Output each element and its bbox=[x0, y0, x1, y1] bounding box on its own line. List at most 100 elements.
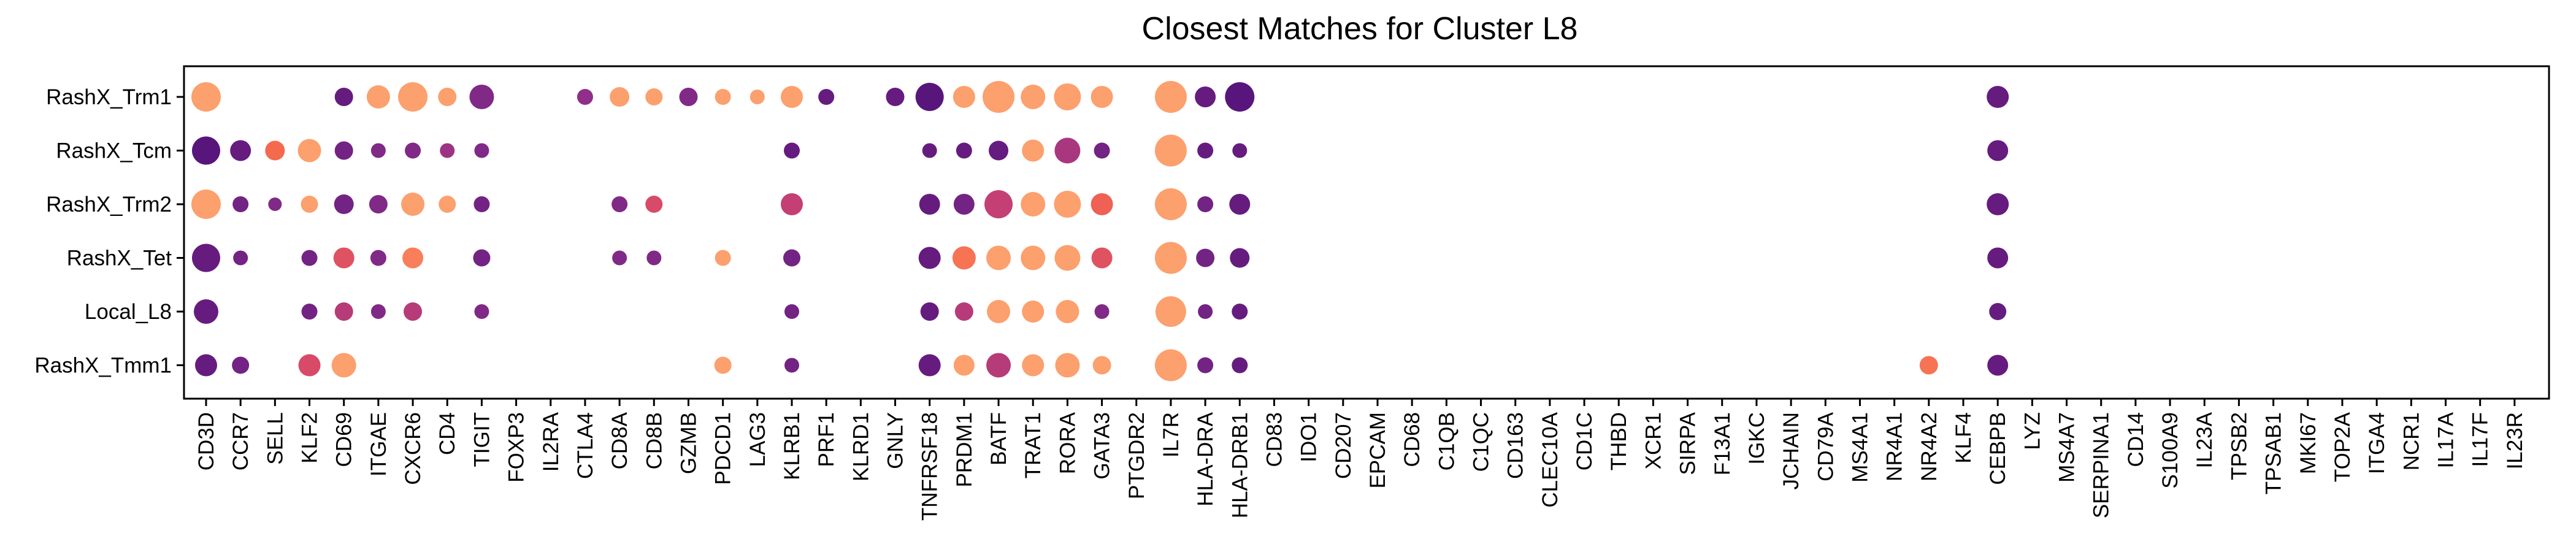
x-tick-label: PTGDR2 bbox=[1125, 412, 1149, 499]
x-tick-label: SELL bbox=[263, 412, 287, 465]
dot-RashX_Trm2-PRDM1 bbox=[953, 194, 975, 215]
x-tick-label: CEBPB bbox=[1986, 412, 2010, 485]
chart-title: Closest Matches for Cluster L8 bbox=[1142, 11, 1578, 47]
dot-RashX_Tet-CEBPB bbox=[1987, 247, 2009, 269]
dot-RashX_Tet-IL7R bbox=[1154, 242, 1187, 274]
dot-RashX_Tmm1-CEBPB bbox=[1987, 355, 2009, 376]
dot-RashX_Tet-HLA-DRB1 bbox=[1230, 248, 1250, 268]
dot-RashX_Tmm1-BATF bbox=[986, 353, 1011, 378]
x-tick-label: CD83 bbox=[1262, 412, 1286, 467]
dot-RashX_Trm1-IL7R bbox=[1154, 81, 1187, 113]
dot-RashX_Trm2-CXCR6 bbox=[401, 193, 425, 216]
dot-RashX_Tmm1-CCR7 bbox=[232, 356, 250, 374]
x-tick-label: HLA-DRA bbox=[1194, 412, 1217, 506]
x-tick-label: CD14 bbox=[2124, 412, 2148, 467]
dot-RashX_Trm1-CTLA4 bbox=[577, 89, 593, 105]
dot-Local_L8-KLF2 bbox=[301, 304, 318, 320]
plot-frame bbox=[183, 65, 2550, 400]
dot-RashX_Trm2-IL7R bbox=[1154, 188, 1187, 220]
dot-RashX_Tmm1-HLA-DRB1 bbox=[1232, 357, 1248, 374]
dot-RashX_Trm2-CD69 bbox=[334, 194, 354, 214]
dot-RashX_Tet-CCR7 bbox=[233, 250, 248, 266]
x-tick-label: TPSB2 bbox=[2227, 412, 2251, 480]
dot-Local_L8-IL7R bbox=[1155, 296, 1186, 327]
dot-RashX_Tcm-HLA-DRA bbox=[1197, 142, 1214, 159]
dot-RashX_Tcm-CD4 bbox=[440, 143, 455, 158]
dot-RashX_Tmm1-IL7R bbox=[1154, 349, 1187, 381]
dot-RashX_Tet-RORA bbox=[1054, 245, 1081, 271]
dot-RashX_Trm2-CCR7 bbox=[232, 196, 249, 212]
x-tick-label: RORA bbox=[1056, 412, 1079, 474]
dot-RashX_Trm1-HLA-DRA bbox=[1195, 86, 1216, 107]
x-tick-label: NR4A1 bbox=[1883, 412, 1907, 481]
x-tick-label: KLF2 bbox=[298, 412, 322, 464]
dot-RashX_Tet-CD69 bbox=[333, 247, 355, 269]
dot-RashX_Tmm1-KLRB1 bbox=[784, 358, 799, 373]
x-tick-label: TRAT1 bbox=[1021, 412, 1045, 478]
dot-RashX_Tet-HLA-DRA bbox=[1196, 248, 1215, 267]
x-tick-label: C1QB bbox=[1435, 412, 1459, 470]
x-tick-label: JCHAIN bbox=[1779, 412, 1803, 489]
dot-RashX_Trm1-CXCR6 bbox=[398, 82, 428, 112]
x-tick-label: CD1C bbox=[1573, 412, 1597, 470]
dot-RashX_Tmm1-KLF2 bbox=[298, 354, 321, 377]
dots-layer bbox=[191, 81, 2009, 381]
dot-RashX_Tcm-PRDM1 bbox=[956, 142, 972, 159]
dot-RashX_Tmm1-CD69 bbox=[331, 353, 356, 378]
dot-RashX_Tcm-BATF bbox=[989, 140, 1009, 161]
x-tick-label: IDO1 bbox=[1297, 412, 1321, 462]
x-tick-label: CXCR6 bbox=[401, 412, 425, 485]
dot-Local_L8-ITGAE bbox=[370, 304, 386, 319]
x-tick-label: NR4A2 bbox=[1917, 412, 1941, 481]
dot-Local_L8-TNFRSF18 bbox=[920, 302, 939, 321]
dot-RashX_Trm2-CD8B bbox=[645, 196, 663, 213]
dot-RashX_Trm1-TNFRSF18 bbox=[915, 83, 944, 111]
x-tick-label: IL17A bbox=[2434, 412, 2458, 468]
dot-RashX_Trm1-HLA-DRB1 bbox=[1225, 82, 1255, 112]
dot-RashX_Tet-KLRB1 bbox=[783, 249, 800, 267]
x-tick-label: KLF4 bbox=[1952, 412, 1976, 464]
dot-RashX_Tmm1-PRDM1 bbox=[953, 355, 975, 376]
dot-RashX_Trm1-PDCD1 bbox=[715, 89, 731, 105]
dot-Local_L8-BATF bbox=[987, 300, 1011, 323]
y-tick-label: RashX_Trm2 bbox=[46, 193, 172, 217]
y-tick-label: Local_L8 bbox=[85, 300, 172, 324]
x-tick-label: MS4A1 bbox=[1848, 412, 1872, 483]
x-tick-label: TPSAB1 bbox=[2262, 412, 2286, 494]
x-tick-label: IL2RA bbox=[539, 412, 563, 472]
x-tick-label: F13A1 bbox=[1711, 412, 1735, 475]
dot-Local_L8-RORA bbox=[1056, 300, 1079, 323]
dot-RashX_Tet-BATF bbox=[986, 245, 1011, 270]
dot-RashX_Tet-KLF2 bbox=[301, 250, 318, 266]
x-tick-label: HLA-DRB1 bbox=[1228, 412, 1252, 518]
dot-Local_L8-CD69 bbox=[334, 302, 353, 321]
dot-RashX_Trm2-CD4 bbox=[439, 196, 456, 213]
y-tick-label: RashX_Tet bbox=[67, 247, 172, 270]
dot-RashX_Trm1-CD3D bbox=[191, 82, 221, 112]
dot-RashX_Tet-CD8B bbox=[646, 250, 662, 266]
x-tick-label: PRDM1 bbox=[953, 412, 976, 488]
dot-RashX_Trm2-CD3D bbox=[191, 190, 221, 219]
x-tick-label: CD68 bbox=[1400, 412, 1424, 467]
dot-RashX_Tcm-TIGIT bbox=[474, 143, 489, 158]
x-tick-label: LAG3 bbox=[746, 412, 770, 467]
dot-RashX_Tet-PDCD1 bbox=[715, 250, 731, 266]
x-tick-label: LYZ bbox=[2020, 412, 2044, 450]
dot-RashX_Tcm-KLF2 bbox=[297, 139, 321, 163]
x-tick-label: PDCD1 bbox=[711, 412, 735, 485]
x-tick-label: MS4A7 bbox=[2055, 412, 2079, 483]
x-tick-label: CD8B bbox=[642, 412, 666, 469]
dot-RashX_Tmm1-NR4A2 bbox=[1919, 356, 1938, 375]
x-tick-label: ITGAE bbox=[367, 412, 391, 477]
dot-RashX_Trm1-RORA bbox=[1054, 83, 1081, 110]
x-tick-label: CD163 bbox=[1504, 412, 1528, 479]
x-tick-label: GNLY bbox=[884, 412, 908, 469]
y-tick-label: RashX_Tmm1 bbox=[34, 354, 172, 378]
x-tick-label: THBD bbox=[1607, 412, 1631, 470]
dot-RashX_Tmm1-TNFRSF18 bbox=[918, 354, 941, 377]
dot-RashX_Tcm-HLA-DRB1 bbox=[1232, 143, 1248, 158]
dot-Local_L8-TIGIT bbox=[474, 304, 489, 319]
x-tick-label: CD79A bbox=[1814, 412, 1838, 481]
